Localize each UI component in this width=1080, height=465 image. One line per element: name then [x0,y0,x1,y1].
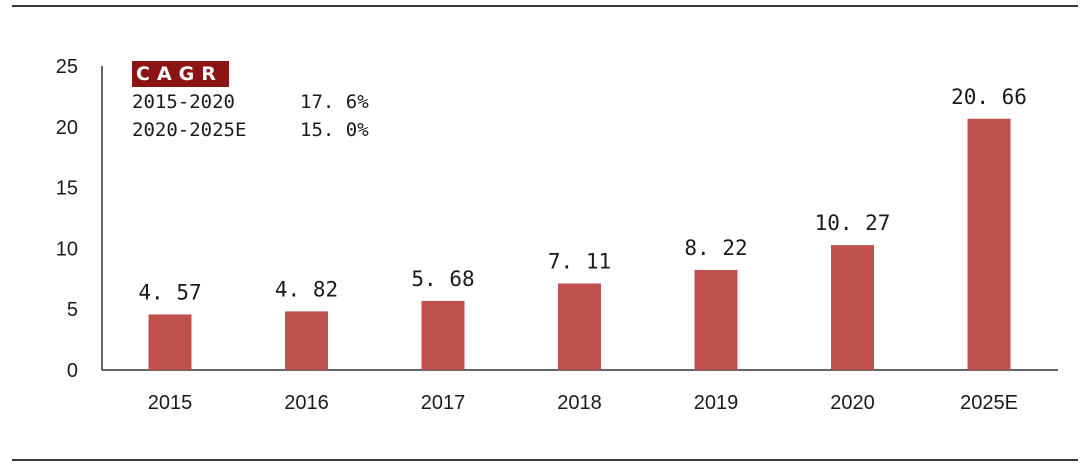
y-tick-label: 15 [56,178,78,200]
cagr-row-1: 2015-2020 17. 6% [132,88,369,116]
x-tick-label-2017: 2017 [421,392,466,414]
cagr-rate: 17. 6% [300,91,369,113]
bottom-rule [12,459,1078,461]
x-tick-label-2020: 2020 [830,392,875,414]
cagr-legend-title: CAGR [132,61,229,87]
x-tick-group: 2015 2016 2017 2018 2019 2020 2025E [148,392,1018,414]
x-tick-label-2018: 2018 [557,392,602,414]
bar-2020 [831,245,874,370]
data-label-2017: 5. 68 [411,267,474,291]
data-label-group: 4. 57 4. 82 5. 68 7. 11 8. 22 10. 27 20. 66 [138,85,1027,305]
cagr-rate: 15. 0% [300,119,369,141]
y-tick-label: 0 [67,360,78,382]
top-rule [12,5,1078,7]
y-tick-label: 10 [56,238,78,260]
cagr-period: 2020-2025E [132,119,247,141]
x-tick-label-2019: 2019 [694,392,739,414]
bar-2016 [285,311,328,370]
bar-2015 [148,314,192,370]
y-tick-label: 20 [56,117,78,139]
data-label-2015: 4. 57 [138,280,201,304]
y-tick-group: 0 5 10 15 20 25 [56,56,78,382]
data-label-2019: 8. 22 [684,236,747,260]
bar-2019 [694,270,738,370]
bar-2025E [967,118,1011,370]
data-label-2016: 4. 82 [275,277,338,301]
x-tick-label-2016: 2016 [284,392,329,414]
bar-2018 [558,283,601,370]
y-tick-label: 25 [56,56,78,78]
bar-2017 [421,300,465,370]
cagr-legend: CAGR 2015-2020 17. 6% 2020-2025E 15. 0% [132,60,369,144]
x-tick-label-2015: 2015 [148,392,193,414]
data-label-2025E: 20. 66 [951,85,1027,109]
data-label-2018: 7. 11 [548,250,611,274]
x-tick-label-2025E: 2025E [960,392,1018,414]
y-tick-label: 5 [67,299,78,321]
cagr-row-2: 2020-2025E 15. 0% [132,116,369,144]
data-label-2020: 10. 27 [815,211,891,235]
bar-group [148,118,1011,370]
cagr-period: 2015-2020 [132,91,235,113]
